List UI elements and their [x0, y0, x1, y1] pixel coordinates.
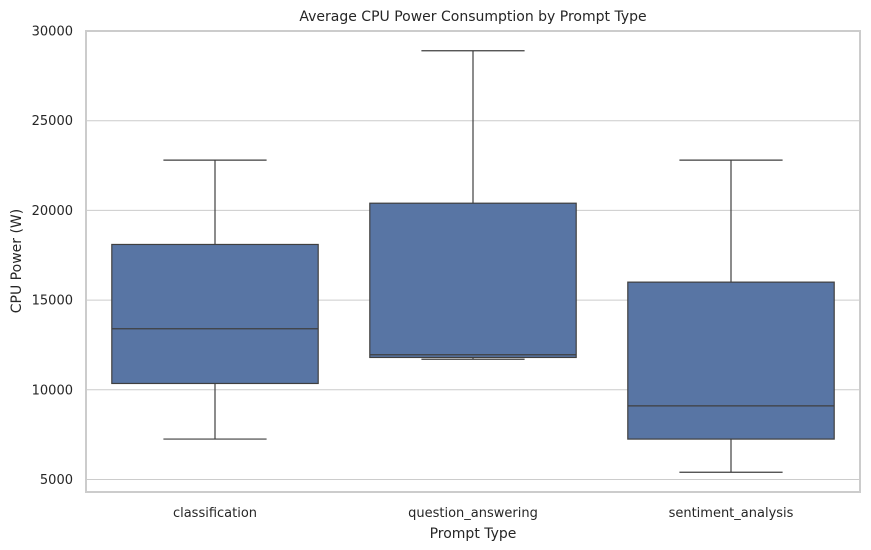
- box-classification: [111, 159, 319, 440]
- y-axis-label: CPU Power (W): [9, 209, 25, 313]
- x-tick-label-sentiment_analysis: sentiment_analysis: [669, 506, 794, 521]
- iqr-box: [111, 243, 319, 385]
- y-tick-label-10000: 10000: [32, 383, 73, 398]
- x-tick-label-classification: classification: [173, 506, 257, 521]
- y-tick-label-25000: 25000: [32, 114, 73, 129]
- x-axis-label: Prompt Type: [430, 526, 517, 542]
- y-tick-labels: 5000 10000 15000 20000 25000 30000: [32, 25, 73, 488]
- plot-frame: [85, 30, 861, 493]
- box-sentiment_analysis: [627, 159, 835, 473]
- iqr-box: [369, 202, 577, 359]
- boxes: [111, 50, 835, 473]
- box-question_answering: [369, 50, 577, 360]
- y-tick-label-20000: 20000: [32, 204, 73, 219]
- plot-border: [85, 30, 861, 493]
- iqr-box: [627, 281, 835, 440]
- y-tick-label-30000: 30000: [32, 25, 73, 40]
- x-tick-labels: classification question_answering sentimen…: [173, 506, 794, 521]
- x-tick-label-question_answering: question_answering: [408, 506, 538, 521]
- y-tick-label-5000: 5000: [40, 473, 73, 488]
- chart-title: Average CPU Power Consumption by Prompt …: [299, 9, 646, 25]
- y-tick-label-15000: 15000: [32, 294, 73, 309]
